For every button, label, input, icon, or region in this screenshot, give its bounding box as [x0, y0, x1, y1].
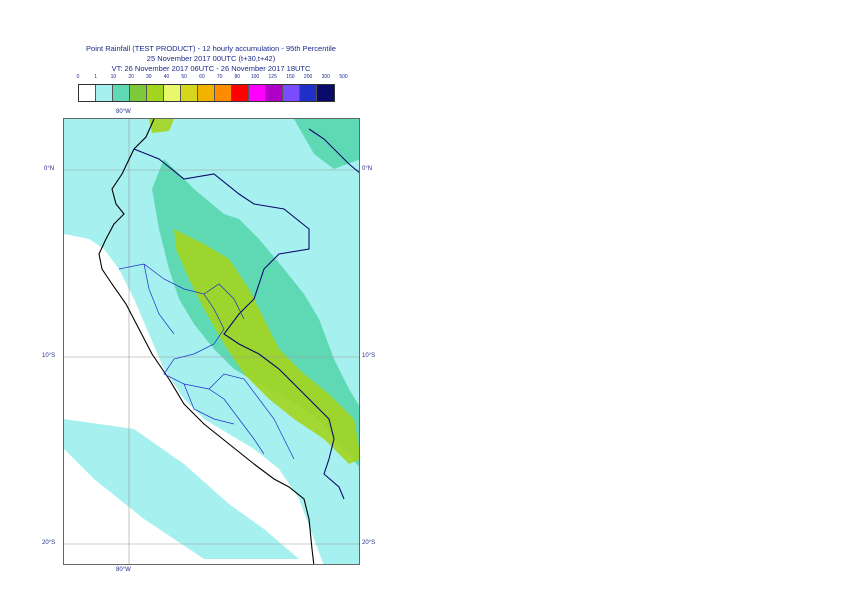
lat-label-10-left: 10°S: [42, 353, 56, 359]
legend-threshold-label: 100: [250, 74, 260, 80]
product-title: Point Rainfall (TEST PRODUCT) - 12 hourl…: [86, 44, 336, 53]
legend-swatch: [147, 85, 164, 101]
legend-swatch: [317, 85, 334, 101]
legend-swatch: [79, 85, 96, 101]
legend-swatch: [266, 85, 283, 101]
legend-threshold-label: 20: [128, 74, 134, 80]
legend-threshold-label: 125: [268, 74, 277, 80]
heavy-rain-area: [174, 229, 359, 464]
legend-swatch: [232, 85, 249, 101]
run-time-label: 25 November 2017 00UTC (t+30,t+42): [146, 54, 276, 63]
heavy-rain-north: [149, 119, 174, 133]
legend-swatch: [198, 85, 215, 101]
lat-label-10-right: 10°S: [362, 353, 376, 359]
lon-label-top-outer: 80°W: [116, 109, 131, 115]
lon-label-bottom: 80°W: [116, 567, 131, 573]
moderate-rain-north: [294, 119, 359, 169]
legend-threshold-label: 10: [110, 74, 117, 80]
legend-swatch: [283, 85, 300, 101]
legend-threshold-label: 70: [216, 74, 223, 80]
lat-label-0-right: 0°N: [362, 166, 373, 172]
legend-threshold-label: 50: [181, 74, 187, 80]
lat-label-20-left: 20°S: [42, 540, 56, 546]
legend-swatch: [300, 85, 317, 101]
legend-threshold-label: 1: [94, 74, 98, 80]
province-borders: [118, 263, 295, 460]
map-canvas: [64, 119, 359, 564]
lat-label-20-right: 20°S: [362, 540, 376, 546]
legend-swatch: [113, 85, 130, 101]
lat-label-0-left: 0°N: [44, 166, 55, 172]
legend-threshold-label: 30: [146, 74, 152, 80]
rainfall-map[interactable]: 80°W: [63, 118, 360, 565]
legend-threshold-label: 0: [76, 74, 80, 80]
legend-swatch: [164, 85, 181, 101]
legend-threshold-label: 60: [199, 74, 205, 80]
legend-color-bar: [78, 84, 335, 102]
legend-swatch: [215, 85, 232, 101]
legend-swatch: [249, 85, 266, 101]
legend-threshold-label: 300: [321, 74, 330, 80]
national-border-east: [308, 128, 359, 174]
legend-swatch: [96, 85, 113, 101]
validity-time-label: VT: 26 November 2017 06UTC - 26 November…: [111, 64, 311, 73]
national-border: [133, 148, 345, 500]
legend-threshold-label: 500: [339, 74, 348, 80]
legend-thresholds: 0 1 10 20 30 40 50 60 70 80 100 125 150 200 300 500: [68, 74, 358, 84]
light-rain-band-south: [64, 419, 299, 559]
legend-swatch: [130, 85, 147, 101]
legend-threshold-label: 200: [303, 74, 313, 80]
legend-threshold-label: 150: [286, 74, 295, 80]
coastline: [98, 119, 315, 564]
legend-threshold-label: 80: [234, 74, 241, 80]
legend-threshold-label: 40: [163, 74, 170, 80]
legend-swatch: [181, 85, 198, 101]
